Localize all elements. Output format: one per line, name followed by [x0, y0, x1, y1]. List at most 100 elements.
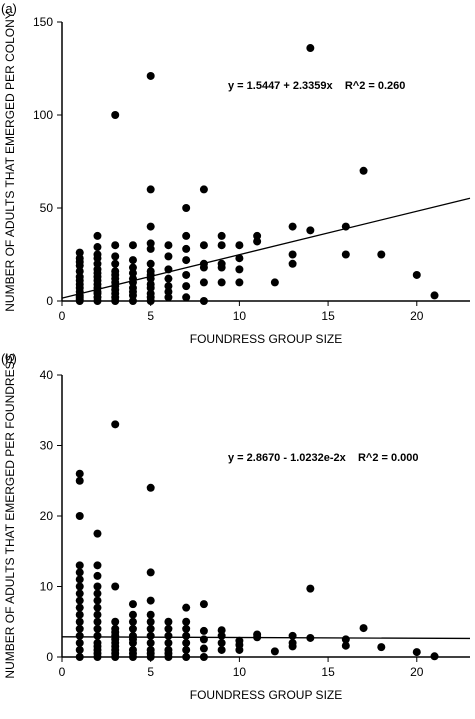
- panel-b-data-point: [270, 647, 279, 656]
- panel-b-data-point: [182, 617, 191, 626]
- panel-b-data-point: [182, 603, 191, 612]
- panel-a-data-point: [164, 274, 173, 283]
- panel-a-data-point: [75, 272, 84, 281]
- panel-a-data-point: [182, 244, 191, 253]
- panel-b-x-tick-label: 15: [321, 665, 335, 679]
- panel-b-data-point: [288, 631, 297, 640]
- panel-a-data-point: [235, 241, 244, 250]
- panel-b-data-point: [199, 600, 208, 609]
- panel-b-data-point: [182, 638, 191, 647]
- panel-b-data-point: [75, 596, 84, 605]
- panel-b-data-point: [111, 420, 120, 429]
- panel-b-data-point: [199, 653, 208, 661]
- panel-b-data-point: [75, 624, 84, 633]
- panel-b-data-point: [430, 652, 439, 661]
- panel-a-data-point: [235, 254, 244, 263]
- panel-a-data-point: [235, 278, 244, 287]
- panel-a-data-point: [288, 259, 297, 268]
- panel-b-data-point: [93, 610, 102, 619]
- panel-b-regression-line: [61, 636, 471, 640]
- panel-a-data-point: [93, 250, 102, 259]
- panel-a-y-tick-label: 100: [33, 108, 53, 122]
- panel-a-data-point: [111, 241, 120, 250]
- panel-a-data-point: [128, 256, 137, 265]
- panel-a-data-point: [93, 231, 102, 240]
- panel-a-data-point: [93, 243, 102, 252]
- panel-a-data-point: [164, 241, 173, 250]
- panel-b-data-point: [217, 645, 226, 654]
- panel-b-y-tick-label: 40: [40, 368, 54, 382]
- panel-b-data-point: [128, 610, 137, 619]
- panel-a-data-point: [182, 293, 191, 302]
- panel-a-x-axis-label: FOUNDRESS GROUP SIZE: [190, 332, 342, 346]
- panel-a-data-point: [253, 231, 262, 240]
- panel-b-data-point: [128, 631, 137, 640]
- panel-b-data-point: [128, 624, 137, 633]
- panel-b-data-point: [93, 589, 102, 598]
- panel-b-data-point: [128, 617, 137, 626]
- panel-b-y-axis-label: NUMBER OF ADULTS THAT EMERGED PER FOUNDR…: [3, 353, 17, 678]
- panel-b-y-tick-label: 0: [46, 650, 53, 664]
- panel-b-data-point: [93, 603, 102, 612]
- panel-a-data-point: [146, 71, 155, 80]
- panel-a-data-point: [146, 185, 155, 194]
- panel-b-data-point: [75, 589, 84, 598]
- panel-b-data-point: [199, 635, 208, 644]
- panel-b-x-tick-label: 20: [410, 665, 424, 679]
- panel-a-data-point: [146, 222, 155, 231]
- panel-a-data-point: [164, 252, 173, 261]
- panel-a-data-point: [111, 259, 120, 268]
- panel-b-data-point: [75, 645, 84, 654]
- panel-b-y-tick-label: 30: [40, 439, 54, 453]
- panel-a-data-point: [217, 259, 226, 268]
- panel-a-data-point: [288, 222, 297, 231]
- panel-a-y-tick-label: 50: [40, 201, 54, 215]
- panel-b-data-point: [93, 561, 102, 570]
- panel-b-data-point: [146, 631, 155, 640]
- panel-a-data-point: [199, 297, 208, 305]
- panel-a-x-tick-label: 20: [410, 309, 424, 323]
- panel-a-y-tick-label: 150: [33, 15, 53, 29]
- panel-b-data-point: [146, 617, 155, 626]
- panel-a-data-point: [93, 265, 102, 274]
- panel-a-data-point: [199, 278, 208, 287]
- panel-b-data-point: [93, 631, 102, 640]
- panel-b-data-point: [146, 624, 155, 633]
- panel-b-data-point: [75, 617, 84, 626]
- panel-a-data-point: [128, 283, 137, 292]
- panel-b-data-point: [75, 575, 84, 584]
- panel-a-data-point: [146, 259, 155, 268]
- panel-b-regression-equation: y = 2.8670 - 1.0232e-2x R^2 = 0.000: [228, 452, 419, 464]
- panel-b-data-point: [146, 610, 155, 619]
- panel-a-data-point: [182, 282, 191, 291]
- panel-b-data-point: [111, 624, 120, 633]
- panel-b-data-point: [93, 582, 102, 591]
- panel-b-y-tick-label: 20: [40, 509, 54, 523]
- panel-a-data-point: [111, 267, 120, 276]
- panel-a-data-point: [235, 265, 244, 274]
- panel-a-data-point: [306, 44, 315, 53]
- panel-b-data-point: [111, 582, 120, 591]
- panel-b-data-point: [341, 641, 350, 650]
- panel-a-data-point: [182, 256, 191, 265]
- panel-a-data-point: [182, 270, 191, 279]
- panel-b-data-point: [75, 582, 84, 591]
- panel-a-x-tick-label: 0: [59, 309, 66, 323]
- panel-b-data-point: [253, 630, 262, 639]
- panel-a-data-point: [75, 254, 84, 263]
- panel-b-data-point: [217, 638, 226, 647]
- panel-b-data-point: [93, 617, 102, 626]
- panel-a-data-point: [146, 289, 155, 298]
- panel-b: (b) NUMBER OF ADULTS THAT EMERGED PER FO…: [1, 351, 471, 702]
- panel-b-data-point: [111, 617, 120, 626]
- panel-a-y-axis-label: NUMBER OF ADULTS THAT EMERGED PER COLONY: [3, 11, 17, 312]
- panel-b-y-tick-label: 10: [40, 580, 54, 594]
- panel-b-data-point: [75, 561, 84, 570]
- panel-b-data-point: [182, 653, 191, 661]
- panel-b-data-point: [217, 626, 226, 635]
- panel-b-data-point: [128, 645, 137, 654]
- panel-a-data-point: [146, 239, 155, 248]
- panel-b-data-point: [182, 631, 191, 640]
- panel-b-data-point: [341, 635, 350, 644]
- panel-b-data-point: [164, 617, 173, 626]
